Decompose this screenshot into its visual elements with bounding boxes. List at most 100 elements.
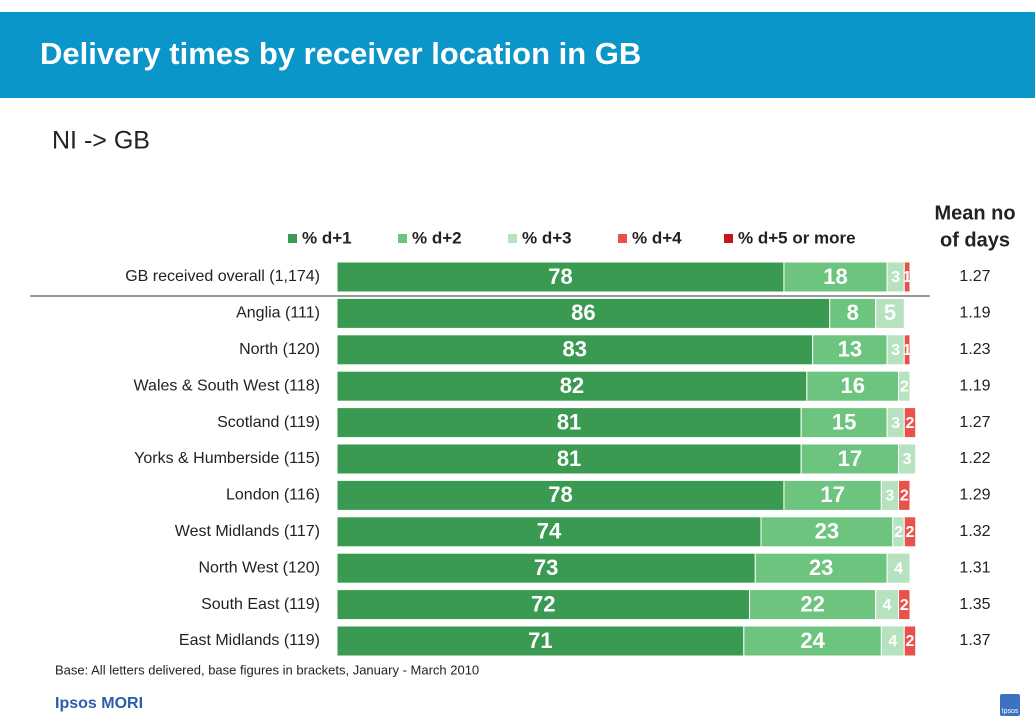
bar-segment — [898, 370, 911, 402]
data-label: 1 — [903, 269, 912, 286]
data-label: 74 — [537, 519, 562, 544]
data-label: 4 — [894, 560, 903, 577]
data-label: 71 — [528, 628, 552, 653]
logo: Ipsos — [1002, 708, 1019, 715]
legend-swatch — [288, 234, 297, 243]
footnote: Base: All letters delivered, base figure… — [55, 662, 479, 677]
category-label: Anglia (111) — [236, 305, 320, 322]
bar-segment — [903, 334, 911, 366]
data-label: 2 — [900, 488, 909, 505]
data-label: 16 — [840, 373, 864, 398]
data-label: 78 — [548, 482, 572, 507]
bar-segment — [336, 407, 802, 439]
data-label: 3 — [891, 269, 900, 286]
data-label: 73 — [534, 555, 558, 580]
bar-segment — [829, 297, 877, 329]
bar-segment — [812, 334, 888, 366]
bar-segment — [886, 552, 911, 584]
legend-swatch — [618, 234, 627, 243]
data-label: 2 — [906, 524, 915, 541]
category-label: London (116) — [226, 487, 320, 504]
data-label: 2 — [906, 415, 915, 432]
data-label: 22 — [800, 591, 824, 616]
legend-swatch — [724, 234, 733, 243]
bar-segment — [875, 297, 905, 329]
legend-label: % d+5 or more — [738, 228, 856, 247]
mean-value: 1.31 — [959, 559, 990, 576]
data-label: 17 — [838, 446, 862, 471]
data-label: 3 — [891, 415, 900, 432]
mean-value: 1.19 — [959, 305, 990, 322]
data-label: 81 — [557, 409, 581, 434]
bar-segment — [336, 589, 751, 621]
bar-segment — [336, 297, 831, 329]
data-label: 81 — [557, 446, 581, 471]
data-label: 23 — [815, 519, 839, 544]
mean-header: of days — [940, 229, 1010, 251]
category-label: South East (119) — [201, 596, 320, 613]
mean-header: Mean no — [934, 202, 1015, 224]
header-band — [0, 12, 1035, 98]
bar-segment — [898, 589, 911, 621]
legend-label: % d+4 — [632, 228, 682, 247]
mean-value: 1.29 — [959, 487, 990, 504]
data-label: 8 — [847, 300, 859, 325]
data-label: 2 — [900, 378, 909, 395]
bar-segment — [903, 407, 917, 439]
data-label: 2 — [894, 524, 903, 541]
bar-segment — [806, 370, 900, 402]
mean-value: 1.27 — [959, 268, 990, 285]
data-label: 4 — [883, 597, 892, 614]
bar-segment — [336, 516, 762, 548]
category-label: GB received overall (1,174) — [125, 268, 320, 285]
bar-segment — [783, 479, 882, 511]
data-label: 13 — [838, 337, 862, 362]
data-label: 2 — [900, 597, 909, 614]
category-label: North West (120) — [198, 559, 320, 576]
mean-value: 1.35 — [959, 596, 990, 613]
bar-segment — [903, 625, 917, 657]
data-label: 2 — [906, 633, 915, 650]
logo-box — [1000, 694, 1020, 716]
data-label: 18 — [823, 264, 847, 289]
brand: Ipsos MORI — [55, 695, 143, 712]
data-label: 82 — [560, 373, 584, 398]
data-label: 15 — [832, 409, 856, 434]
data-label: 23 — [809, 555, 833, 580]
legend-label: % d+2 — [412, 228, 462, 247]
legend-label: % d+1 — [302, 228, 352, 247]
mean-value: 1.22 — [959, 450, 990, 467]
legend-label: % d+3 — [522, 228, 572, 247]
bar-segment — [754, 552, 888, 584]
mean-value: 1.19 — [959, 377, 990, 394]
data-label: 3 — [903, 451, 912, 468]
bar-segment — [760, 516, 894, 548]
category-label: East Midlands (119) — [179, 632, 320, 649]
data-label: 3 — [885, 488, 894, 505]
subtitle: NI -> GB — [52, 127, 150, 155]
data-label: 4 — [888, 633, 897, 650]
data-label: 86 — [571, 300, 595, 325]
bar-segment — [336, 334, 814, 366]
chart-title: Delivery times by receiver location in G… — [40, 36, 641, 71]
bar-segment — [903, 261, 911, 293]
data-label: 72 — [531, 591, 555, 616]
data-label: 83 — [563, 337, 587, 362]
data-label: 5 — [884, 300, 896, 325]
bar-segment — [898, 479, 911, 511]
bar-segment — [336, 261, 785, 293]
data-label: 1 — [903, 342, 912, 359]
category-label: Wales & South West (118) — [134, 377, 320, 394]
bar-segment — [898, 443, 917, 475]
data-label: 78 — [548, 264, 572, 289]
bar-segment — [336, 625, 745, 657]
mean-value: 1.37 — [959, 632, 990, 649]
bar-segment — [800, 407, 888, 439]
mean-value: 1.27 — [959, 414, 990, 431]
data-label: 24 — [800, 628, 825, 653]
bar-segment — [903, 516, 917, 548]
bar-segment — [336, 370, 808, 402]
data-label: 3 — [891, 342, 900, 359]
bar-segment — [743, 625, 882, 657]
